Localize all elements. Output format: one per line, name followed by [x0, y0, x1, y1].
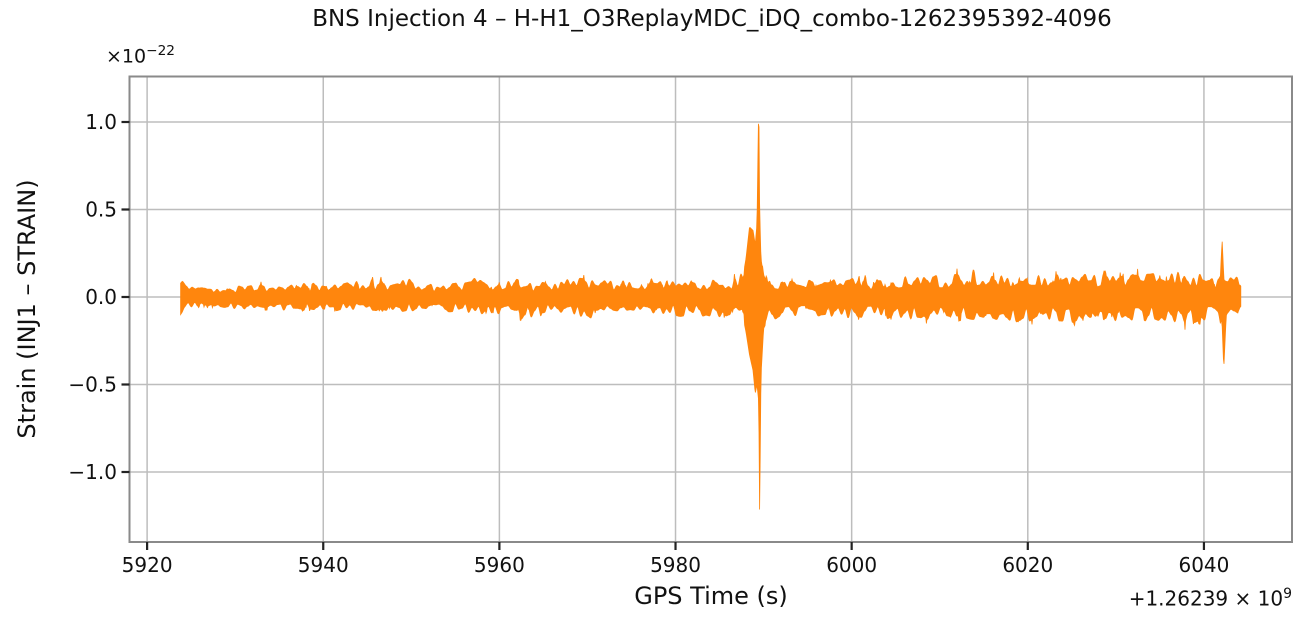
x-tick-label: 6040	[1178, 553, 1229, 577]
y-tick-label: 0.0	[85, 285, 117, 309]
y-axis-label: Strain (INJ1 – STRAIN)	[13, 179, 41, 439]
x-offset-base: +1.26239 × 10	[1128, 586, 1284, 611]
x-tick-label: 6000	[826, 553, 877, 577]
x-offset-exponent: 9	[1283, 586, 1292, 602]
x-tick-label: 5980	[650, 553, 701, 577]
plot-border	[128, 75, 1293, 543]
y-tick-label: 0.5	[85, 198, 117, 222]
y-axis-scale-factor: ×10−22	[106, 43, 175, 67]
x-tick-label: 6020	[1002, 553, 1053, 577]
x-tick-label: 5940	[298, 553, 349, 577]
x-tick-label: 5960	[474, 553, 525, 577]
y-tick-label: 1.0	[85, 110, 117, 134]
y-scale-base: ×10	[106, 45, 147, 68]
x-axis-offset: +1.26239 × 109	[1129, 586, 1292, 611]
x-tick-label: 5920	[122, 553, 173, 577]
chart-title: BNS Injection 4 – H-H1_O3ReplayMDC_iDQ_c…	[312, 6, 1112, 32]
y-tick-label: −0.5	[68, 373, 117, 397]
y-tick-label: −1.0	[68, 460, 117, 484]
x-axis-label: GPS Time (s)	[634, 582, 788, 610]
y-scale-exponent: −22	[146, 43, 175, 59]
strain-waveform	[180, 123, 1242, 510]
